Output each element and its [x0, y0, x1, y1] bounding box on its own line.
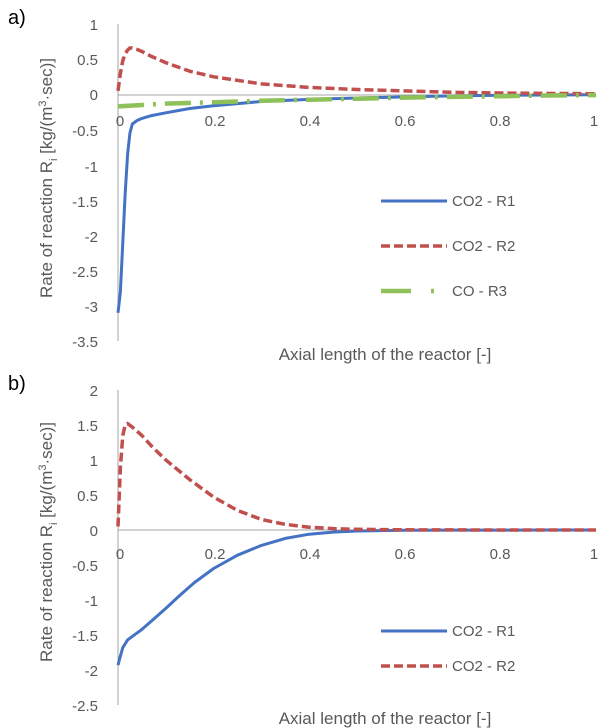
- chart-b-x-axis-title: Axial length of the reactor [-]: [279, 709, 492, 728]
- chart-a-series-co2-r1-line: [116, 93, 597, 313]
- x-tick-label: 0.6: [395, 113, 416, 130]
- x-tick-label: 0.8: [490, 546, 511, 563]
- y-tick-label: -1: [85, 593, 98, 610]
- legend-label-co2-r1: CO2 - R1: [452, 623, 515, 640]
- chart-a-series-co-r3-line: [117, 92, 597, 109]
- chart-a-plot-area: [116, 46, 597, 313]
- chart-a-y-axis-title: Rate of reaction Ri [kg/(m3·sec)]: [37, 58, 60, 298]
- chart-a-y-tick-labels: 1 0.5 0 -0.5 -1 -1.5 -2 -2.5 -3 -3.5: [72, 17, 98, 351]
- x-tick-label: 1: [590, 113, 598, 130]
- x-tick-label: 0.2: [205, 546, 226, 563]
- y-tick-label: 1.5: [77, 418, 98, 435]
- x-tick-label: 0.4: [300, 113, 321, 130]
- y-tick-label: -1.5: [72, 628, 98, 645]
- chart-b-y-axis-title: Rate of reaction Ri [kg/(m3·sec)]: [37, 422, 60, 662]
- x-tick-label: 0: [116, 113, 124, 130]
- y-tick-label: -2.5: [72, 698, 98, 715]
- chart-a-x-axis-title: Axial length of the reactor [-]: [279, 345, 492, 364]
- x-tick-label: 0.2: [205, 113, 226, 130]
- chart-b-series-co2-r2-line: [116, 421, 596, 532]
- y-tick-label: -2: [85, 229, 98, 246]
- y-tick-label: -2.5: [72, 264, 98, 281]
- y-tick-label: 0: [90, 87, 98, 104]
- chart-b: b) Rate of reaction Ri [kg/(m3·sec)] 2 1…: [8, 373, 598, 728]
- y-tick-label: -0.5: [72, 123, 98, 140]
- x-tick-label: 1: [590, 546, 598, 563]
- chart-b-x-tick-labels: 0 0.2 0.4 0.6 0.8 1: [116, 546, 598, 563]
- y-tick-label: 0: [90, 523, 98, 540]
- x-tick-label: 0.6: [395, 546, 416, 563]
- y-tick-label: 2: [90, 383, 98, 400]
- chart-b-panel-label: b): [8, 373, 26, 395]
- chart-a: a) Rate of reaction Ri [kg/(m3·sec)] 1 0…: [8, 7, 598, 364]
- y-tick-label: -2: [85, 663, 98, 680]
- chart-b-legend: CO2 - R1 CO2 - R2: [381, 623, 515, 675]
- legend-label-co2-r1: CO2 - R1: [452, 193, 515, 210]
- x-tick-label: 0: [116, 546, 124, 563]
- chart-b-series-co2-r1-line: [116, 528, 596, 666]
- y-tick-label: -0.5: [72, 558, 98, 575]
- legend-label-co2-r2: CO2 - R2: [452, 238, 515, 255]
- chart-b-plot-area: [116, 421, 596, 666]
- y-tick-label: 1: [90, 17, 98, 34]
- y-tick-label: -3: [85, 299, 98, 316]
- y-tick-label: 0.5: [77, 52, 98, 69]
- chart-a-panel-label: a): [8, 7, 26, 29]
- chart-a-series-co2-r2-line: [116, 46, 597, 96]
- chart-b-y-tick-labels: 2 1.5 1 0.5 0 -0.5 -1 -1.5 -2 -2.5: [72, 383, 98, 715]
- chart-a-legend: CO2 - R1 CO2 - R2 CO - R3: [381, 193, 515, 300]
- y-tick-label: -1.5: [72, 194, 98, 211]
- y-tick-label: 0.5: [77, 488, 98, 505]
- x-tick-label: 0.4: [300, 546, 321, 563]
- chart-a-x-tick-labels: 0 0.2 0.4 0.6 0.8 1: [116, 113, 598, 130]
- x-tick-label: 0.8: [490, 113, 511, 130]
- y-tick-label: -1: [85, 159, 98, 176]
- y-tick-label: -3.5: [72, 334, 98, 351]
- legend-label-co-r3: CO - R3: [452, 283, 507, 300]
- legend-label-co2-r2: CO2 - R2: [452, 658, 515, 675]
- y-tick-label: 1: [90, 453, 98, 470]
